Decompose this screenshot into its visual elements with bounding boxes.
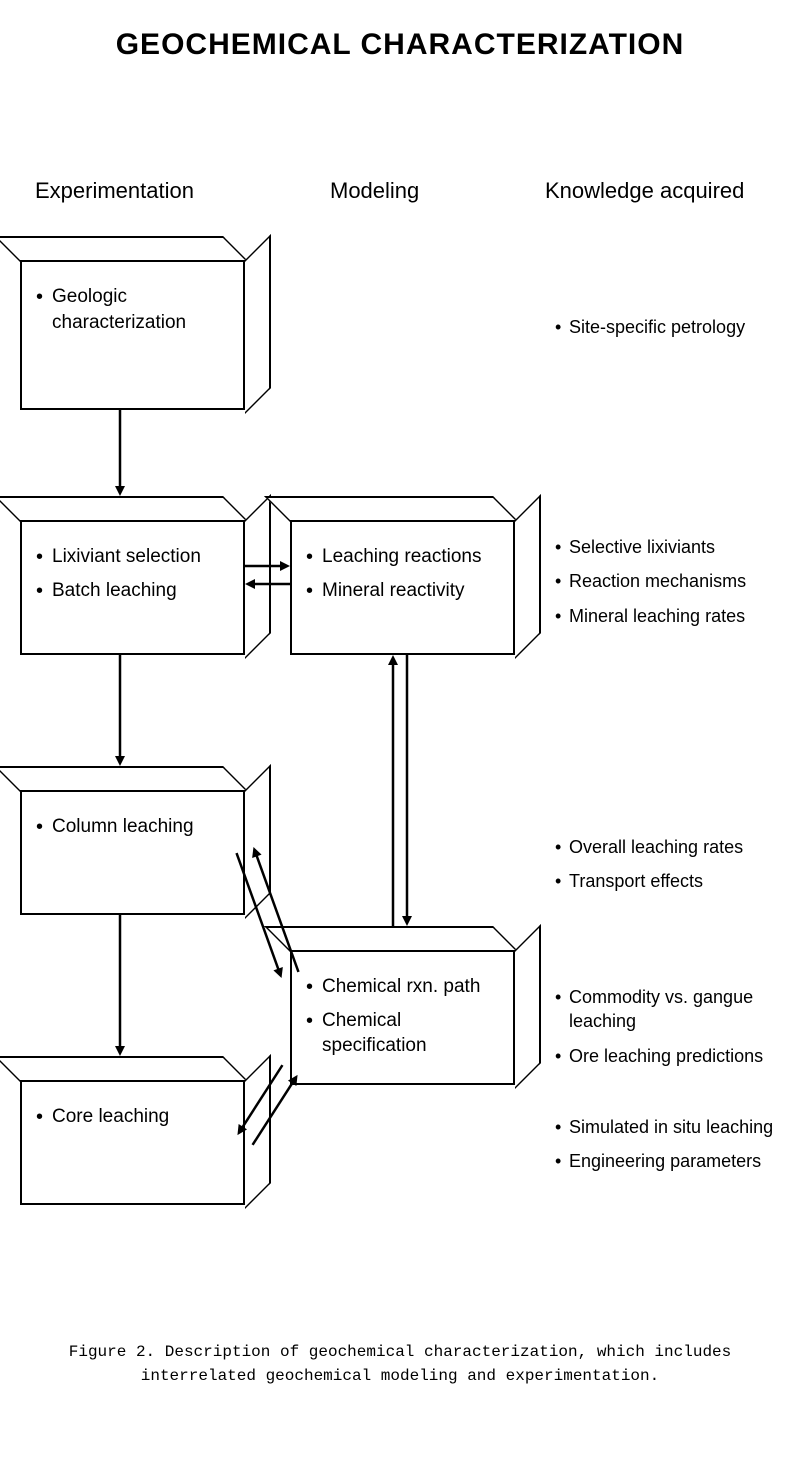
- caption-line-1: Figure 2. Description of geochemical cha…: [69, 1343, 732, 1361]
- knowledge-group-4: Commodity vs. gangue leachingOre leachin…: [555, 980, 795, 1073]
- box-lixiviant-items: Lixiviant selectionBatch leaching: [36, 540, 229, 607]
- knowledge-group-1: Site-specific petrology: [555, 310, 795, 344]
- figure-caption: Figure 2. Description of geochemical cha…: [0, 1340, 800, 1388]
- box-item: Core leaching: [36, 1100, 229, 1134]
- colhead-experimentation: Experimentation: [35, 178, 194, 204]
- box-geologic-items: Geologiccharacterization: [36, 280, 229, 339]
- diagram-canvas: GEOCHEMICAL CHARACTERIZATION Experimenta…: [0, 0, 800, 1459]
- knowledge-group-5: Simulated in situ leachingEngineering pa…: [555, 1110, 795, 1179]
- box-chemical-items: Chemical rxn. pathChemical specification: [306, 970, 499, 1063]
- box-item: Leaching reactions: [306, 540, 499, 574]
- box-item: Mineral reactivity: [306, 574, 499, 608]
- knowledge-item: Overall leaching rates: [555, 830, 795, 864]
- box-leaching-reactions: Leaching reactionsMineral reactivity: [290, 520, 515, 655]
- knowledge-item: Site-specific petrology: [555, 310, 795, 344]
- box-core-leaching: Core leaching: [20, 1080, 245, 1205]
- box-geologic: Geologiccharacterization: [20, 260, 245, 410]
- knowledge-item: Transport effects: [555, 864, 795, 898]
- box-column-items: Column leaching: [36, 810, 229, 844]
- knowledge-item: Reaction mechanisms: [555, 564, 795, 598]
- box-chemical-path: Chemical rxn. pathChemical specification: [290, 950, 515, 1085]
- knowledge-item: Engineering parameters: [555, 1144, 795, 1178]
- box-item: Lixiviant selection: [36, 540, 229, 574]
- box-lixiviant: Lixiviant selectionBatch leaching: [20, 520, 245, 655]
- knowledge-group-2: Selective lixiviantsReaction mechanismsM…: [555, 530, 795, 633]
- colhead-knowledge: Knowledge acquired: [545, 178, 744, 204]
- box-column-leaching: Column leaching: [20, 790, 245, 915]
- box-item: Column leaching: [36, 810, 229, 844]
- page-title: GEOCHEMICAL CHARACTERIZATION: [0, 28, 800, 62]
- box-item: Chemical rxn. path: [306, 970, 499, 1004]
- knowledge-item: Mineral leaching rates: [555, 599, 795, 633]
- box-item: Chemical specification: [306, 1004, 499, 1063]
- arrows-layer: [0, 0, 800, 1459]
- knowledge-item: Simulated in situ leaching: [555, 1110, 795, 1144]
- box-core-items: Core leaching: [36, 1100, 229, 1134]
- caption-line-2: interrelated geochemical modeling and ex…: [141, 1367, 659, 1385]
- box-item: Geologiccharacterization: [36, 280, 229, 339]
- box-leaching-items: Leaching reactionsMineral reactivity: [306, 540, 499, 607]
- knowledge-group-3: Overall leaching ratesTransport effects: [555, 830, 795, 899]
- knowledge-item: Selective lixiviants: [555, 530, 795, 564]
- colhead-modeling: Modeling: [330, 178, 419, 204]
- knowledge-item: Commodity vs. gangue leaching: [555, 980, 795, 1039]
- knowledge-item: Ore leaching predictions: [555, 1039, 795, 1073]
- box-item: Batch leaching: [36, 574, 229, 608]
